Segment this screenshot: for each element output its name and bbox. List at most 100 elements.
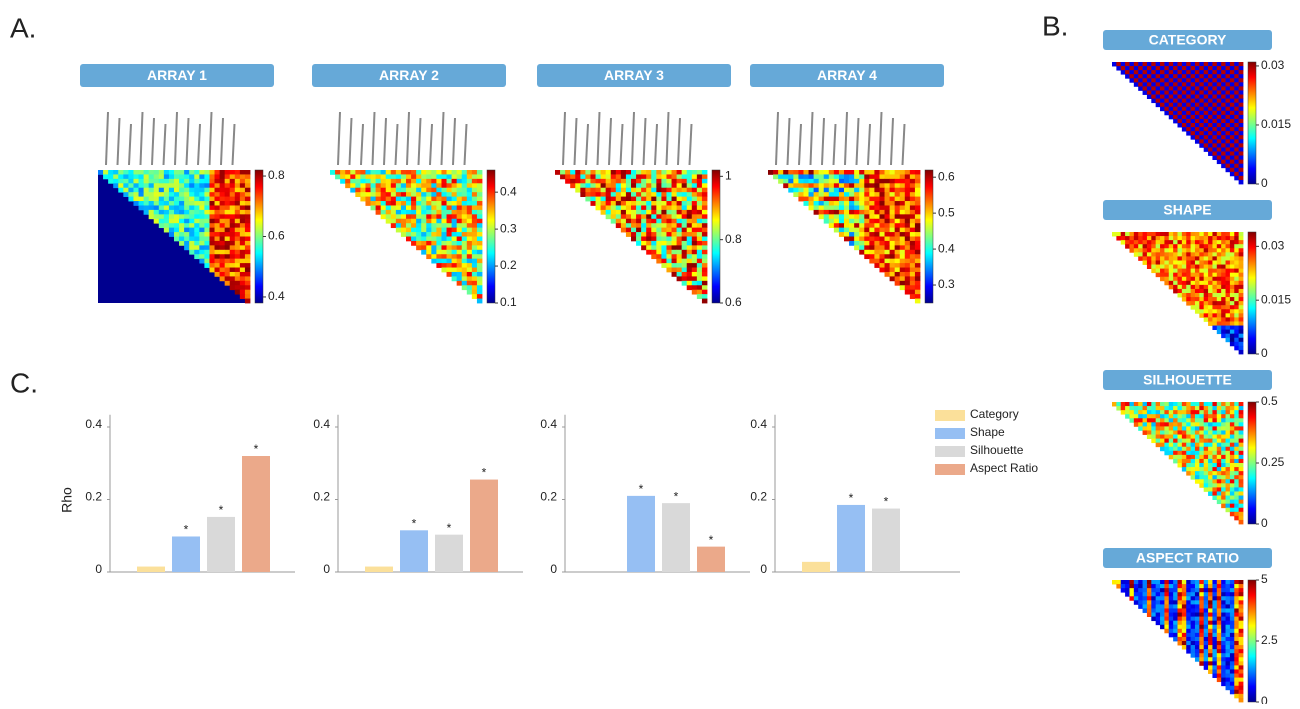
heatmap-cell bbox=[1226, 301, 1231, 305]
heatmap-cell bbox=[839, 197, 844, 202]
heatmap-cell bbox=[910, 192, 915, 197]
heatmap-cell bbox=[1191, 621, 1196, 625]
heatmap-cell bbox=[661, 174, 666, 179]
heatmap-cell bbox=[616, 188, 621, 193]
heatmap-cell bbox=[651, 170, 656, 175]
significance-star: * bbox=[412, 516, 417, 530]
heatmap-cell bbox=[905, 179, 910, 184]
heatmap-cell bbox=[1230, 629, 1235, 633]
heatmap-cell bbox=[103, 170, 108, 175]
heatmap-cell bbox=[1199, 289, 1204, 293]
heatmap-cell bbox=[204, 237, 209, 242]
heatmap-cell bbox=[1208, 232, 1213, 236]
heatmap-cell bbox=[174, 188, 179, 193]
heatmap-cell bbox=[1217, 260, 1222, 264]
heatmap-cell bbox=[1239, 621, 1244, 625]
significance-star: * bbox=[219, 503, 224, 517]
heatmap-cell bbox=[1178, 115, 1183, 119]
heatmap-cell bbox=[1217, 496, 1222, 500]
heatmap-cell bbox=[1221, 580, 1226, 584]
heatmap-cell bbox=[869, 188, 874, 193]
heatmap-cell bbox=[692, 219, 697, 224]
heatmap-cell bbox=[391, 183, 396, 188]
heatmap-cell bbox=[1186, 269, 1191, 273]
heatmap-cell bbox=[209, 232, 214, 237]
heatmap-cell bbox=[849, 188, 854, 193]
heatmap-cell bbox=[1134, 248, 1139, 252]
heatmap-cell bbox=[697, 281, 702, 286]
heatmap-cell bbox=[1160, 103, 1165, 107]
object-icon bbox=[164, 124, 166, 165]
heatmap-cell bbox=[1138, 244, 1143, 248]
heatmap-cell bbox=[1156, 418, 1161, 422]
heatmap-cell bbox=[1195, 641, 1200, 645]
heatmap-cell bbox=[1199, 600, 1204, 604]
heatmap-cell bbox=[687, 205, 692, 210]
heatmap-cell bbox=[885, 210, 890, 215]
heatmap-cell bbox=[1234, 447, 1239, 451]
heatmap-cell bbox=[1212, 665, 1217, 669]
heatmap-cell bbox=[220, 241, 225, 246]
heatmap-cell bbox=[677, 188, 682, 193]
heatmap-cell bbox=[225, 259, 230, 264]
heatmap-cell bbox=[1195, 293, 1200, 297]
heatmap-cell bbox=[381, 201, 386, 206]
heatmap-cell bbox=[692, 254, 697, 259]
heatmap-cell bbox=[656, 179, 661, 184]
heatmap-cell bbox=[1182, 459, 1187, 463]
object-icon bbox=[632, 112, 634, 165]
heatmap-cell bbox=[621, 223, 626, 228]
heatmap-cell bbox=[431, 219, 436, 224]
heatmap-cell bbox=[411, 205, 416, 210]
heatmap-cell bbox=[1221, 326, 1226, 330]
heatmap-cell bbox=[220, 228, 225, 233]
heatmap-cell bbox=[1160, 248, 1165, 252]
heatmap-cell bbox=[1121, 584, 1126, 588]
heatmap-cell bbox=[1204, 317, 1209, 321]
heatmap-cell bbox=[869, 170, 874, 175]
heatmap-cell bbox=[803, 197, 808, 202]
heatmap-cell bbox=[240, 237, 245, 242]
heatmap-cell bbox=[1178, 78, 1183, 82]
heatmap-cell bbox=[1195, 135, 1200, 139]
heatmap-cell bbox=[1230, 451, 1235, 455]
heatmap-cell bbox=[1191, 119, 1196, 123]
heatmap-cell bbox=[596, 179, 601, 184]
heatmap-cell bbox=[1182, 637, 1187, 641]
heatmap-cell bbox=[1221, 665, 1226, 669]
heatmap-cell bbox=[1195, 74, 1200, 78]
heatmap-cell bbox=[1239, 236, 1244, 240]
heatmap-cell bbox=[174, 210, 179, 215]
heatmap-cell bbox=[1191, 265, 1196, 269]
heatmap-cell bbox=[606, 188, 611, 193]
heatmap-cell bbox=[1230, 649, 1235, 653]
heatmap-cell bbox=[874, 214, 879, 219]
heatmap-cell bbox=[692, 245, 697, 250]
heatmap-cell bbox=[1156, 613, 1161, 617]
heatmap-cell bbox=[245, 192, 250, 197]
heatmap-cell bbox=[1178, 629, 1183, 633]
heatmap-cell bbox=[1182, 467, 1187, 471]
heatmap-cell bbox=[1147, 82, 1152, 86]
heatmap-cell bbox=[1178, 252, 1183, 256]
heatmap-cell bbox=[1212, 455, 1217, 459]
heatmap-cell bbox=[1121, 240, 1126, 244]
heatmap-cell bbox=[895, 192, 900, 197]
heatmap-cell bbox=[199, 250, 204, 255]
heatmap-cell bbox=[1169, 406, 1174, 410]
heatmap-cell bbox=[829, 201, 834, 206]
heatmap-cell bbox=[1151, 608, 1156, 612]
heatmap-cell bbox=[1134, 596, 1139, 600]
heatmap-cell bbox=[1195, 406, 1200, 410]
heatmap-cell bbox=[661, 263, 666, 268]
heatmap-cell bbox=[1230, 160, 1235, 164]
heatmap-cell bbox=[646, 245, 651, 250]
heatmap-cell bbox=[1138, 240, 1143, 244]
heatmap-cell bbox=[477, 294, 482, 299]
heatmap-cell bbox=[1147, 62, 1152, 66]
heatmap-cell bbox=[1186, 621, 1191, 625]
heatmap-cell bbox=[215, 197, 220, 202]
heatmap-cell bbox=[1125, 580, 1130, 584]
heatmap-cell bbox=[1195, 604, 1200, 608]
heatmap-cell bbox=[174, 214, 179, 219]
